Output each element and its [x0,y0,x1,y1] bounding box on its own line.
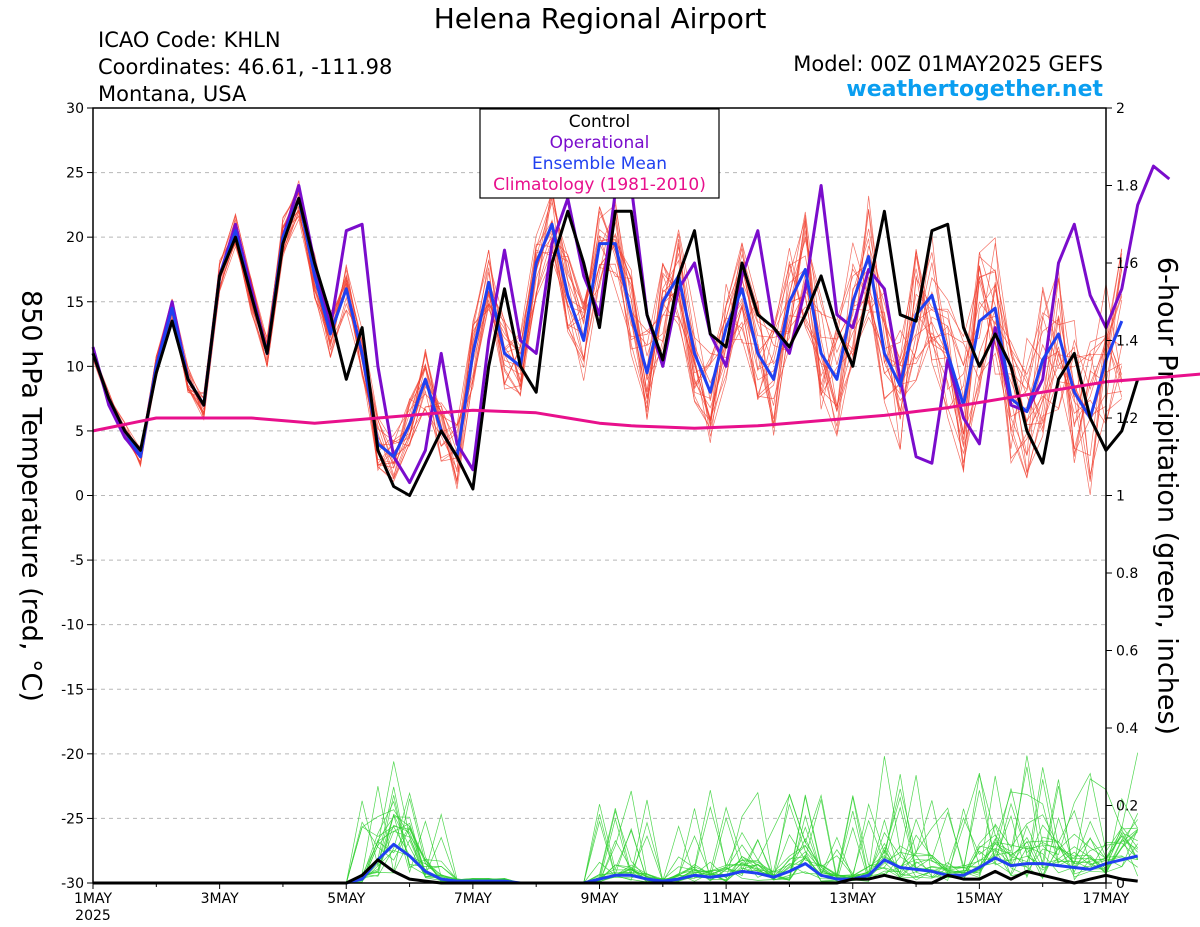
legend-entry: Operational [550,133,650,153]
y-tick-label: -15 [61,682,84,698]
model-run: Model: 00Z 01MAY2025 GEFS [793,52,1103,76]
y-tick-label: 25 [66,166,84,182]
x-tick-label: 3MAY [201,891,239,907]
y2-tick-label: 1 [1116,489,1125,505]
y2-tick-label: 1.6 [1116,256,1138,272]
y2-tick-label: 1.4 [1116,334,1138,350]
grid [93,172,1106,819]
y2-tick-label: 0.2 [1116,799,1138,815]
y-tick-label: 20 [66,230,84,246]
y2-tick-label: 0.4 [1116,721,1138,737]
ensemble-members-precipitation [93,752,1139,884]
x-tick-sublabel: 2025 [75,908,111,924]
y-tick-label: 10 [66,359,84,375]
temp-member-line [92,190,1123,471]
x-tick-label: 13MAY [829,891,876,907]
y2-tick-label: 2 [1116,101,1125,117]
x-tick-label: 1MAY [74,891,112,907]
icao-code: ICAO Code: KHLN [98,28,281,52]
y-tick-label: 15 [66,295,84,311]
x-tick-label: 17MAY [1083,891,1130,907]
series-lines [91,164,1200,885]
axes: 302520151050-5-10-15-20-25-3021.81.61.41… [61,101,1138,924]
temp-member-line [92,210,1122,482]
site-link[interactable]: weathertogether.net [846,77,1103,102]
legend-box [479,108,720,199]
location: Montana, USA [98,82,247,106]
y-tick-label: -20 [61,747,84,763]
control-temp-line [91,196,1140,497]
x-tick-label: 7MAY [454,891,492,907]
y2-tick-label: 1.2 [1116,411,1138,427]
climatology-line [92,372,1200,433]
legend-entry: Control [569,112,630,132]
y-tick-label: 30 [66,101,84,117]
legend-entry: Climatology (1981-2010) [493,175,706,195]
y-tick-label: -10 [61,618,84,634]
chart-title: Helena Regional Airport [433,2,767,35]
y-tick-label: -30 [61,876,84,892]
y2-tick-label: 0 [1116,876,1125,892]
y2-tick-label: 0.8 [1116,566,1138,582]
plot-frame [92,107,1107,884]
y2-tick-label: 0.6 [1116,644,1138,660]
y-tick-label: -5 [70,553,84,569]
y-tick-label: 5 [75,424,84,440]
x-tick-label: 9MAY [580,891,618,907]
y-tick-label: 0 [75,489,84,505]
x-tick-label: 11MAY [703,891,750,907]
y-tick-label: -25 [61,811,84,827]
x-tick-label: 15MAY [956,891,1003,907]
x-tick-label: 5MAY [327,891,365,907]
y2-tick-label: 1.8 [1116,179,1138,195]
legend-entry: Ensemble Mean [532,154,667,174]
coordinates: Coordinates: 46.61, -111.98 [98,55,393,79]
